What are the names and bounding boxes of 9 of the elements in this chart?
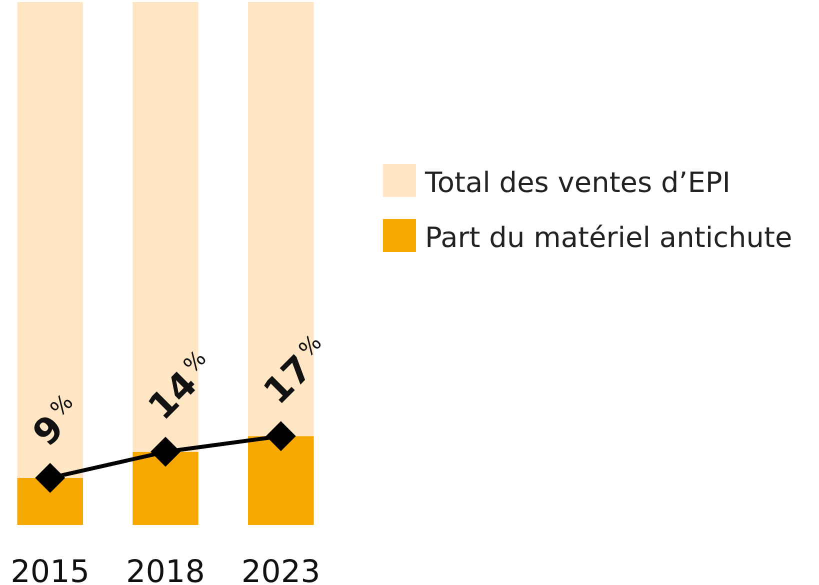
legend-label: Total des ventes d’EPI <box>424 166 731 199</box>
x-tick-label: 2015 <box>10 554 90 585</box>
bar <box>17 478 83 525</box>
bar <box>248 436 314 525</box>
x-tick-label: 2023 <box>241 554 320 585</box>
legend-label: Part du matériel antichute <box>425 221 792 254</box>
bar <box>132 452 198 525</box>
x-tick-label: 2018 <box>126 554 205 585</box>
bar <box>17 2 83 478</box>
